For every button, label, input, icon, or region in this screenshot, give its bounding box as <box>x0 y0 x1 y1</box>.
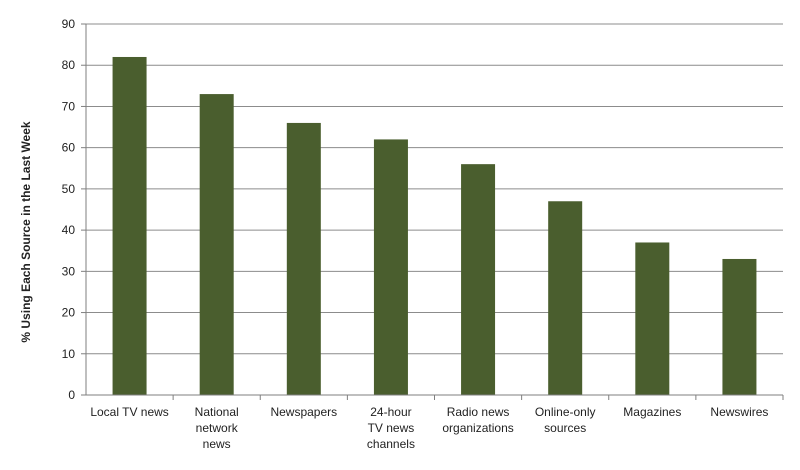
y-tick-label: 10 <box>62 347 76 361</box>
y-tick-label: 70 <box>62 99 76 113</box>
y-tick-label: 80 <box>62 58 76 72</box>
x-tick-label-line: Online-only <box>535 405 596 419</box>
x-tick-label-line: Radio news <box>447 405 510 419</box>
y-tick-label: 90 <box>62 17 76 31</box>
y-tick-label: 60 <box>62 141 76 155</box>
x-tick-label-line: Magazines <box>623 405 681 419</box>
x-tick-label: 24-hour TV news channels <box>367 405 415 451</box>
x-tick-label-line: sources <box>544 421 586 435</box>
bar <box>373 139 408 395</box>
x-tick-label-line: channels <box>367 437 415 451</box>
y-tick-label: 50 <box>62 182 76 196</box>
x-tick-label: Newswires <box>710 405 768 419</box>
y-tick-label: 0 <box>68 388 75 402</box>
x-tick-label: Radio news organizations <box>442 405 513 435</box>
x-tick-label-line: organizations <box>442 421 513 435</box>
x-tick-label: Local TV news <box>90 405 169 419</box>
bar <box>286 122 321 395</box>
bar <box>461 164 496 395</box>
x-tick-label-line: Newswires <box>710 405 768 419</box>
y-axis-label: % Using Each Source in the Last Week <box>19 121 33 343</box>
bar <box>199 94 234 396</box>
y-tick-labels: 0 10 20 30 40 50 60 70 80 90 <box>62 17 76 402</box>
x-tick-label-line: 24-hour <box>370 405 411 419</box>
x-tick-label-line: network <box>196 421 239 435</box>
bar <box>112 56 147 395</box>
x-tick-label-line: TV news <box>368 421 415 435</box>
x-tick-label-line: National <box>195 405 239 419</box>
gridlines <box>86 23 783 355</box>
x-tick-label: Magazines <box>623 405 681 419</box>
bars <box>112 56 757 396</box>
axes <box>81 23 784 400</box>
bar <box>548 201 583 395</box>
x-tick-label-line: news <box>203 437 231 451</box>
bar <box>722 258 757 395</box>
y-tick-label: 30 <box>62 264 76 278</box>
x-tick-label-line: Local TV news <box>90 405 169 419</box>
x-tick-label: Newspapers <box>270 405 337 419</box>
bar <box>635 242 670 395</box>
y-tick-label: 40 <box>62 223 76 237</box>
x-tick-label-line: Newspapers <box>270 405 337 419</box>
x-tick-label: Online-only sources <box>535 405 596 435</box>
x-tick-label: National network news <box>195 405 239 451</box>
x-tick-labels: Local TV news National network news Newspape… <box>90 405 768 451</box>
y-tick-label: 20 <box>62 306 76 320</box>
